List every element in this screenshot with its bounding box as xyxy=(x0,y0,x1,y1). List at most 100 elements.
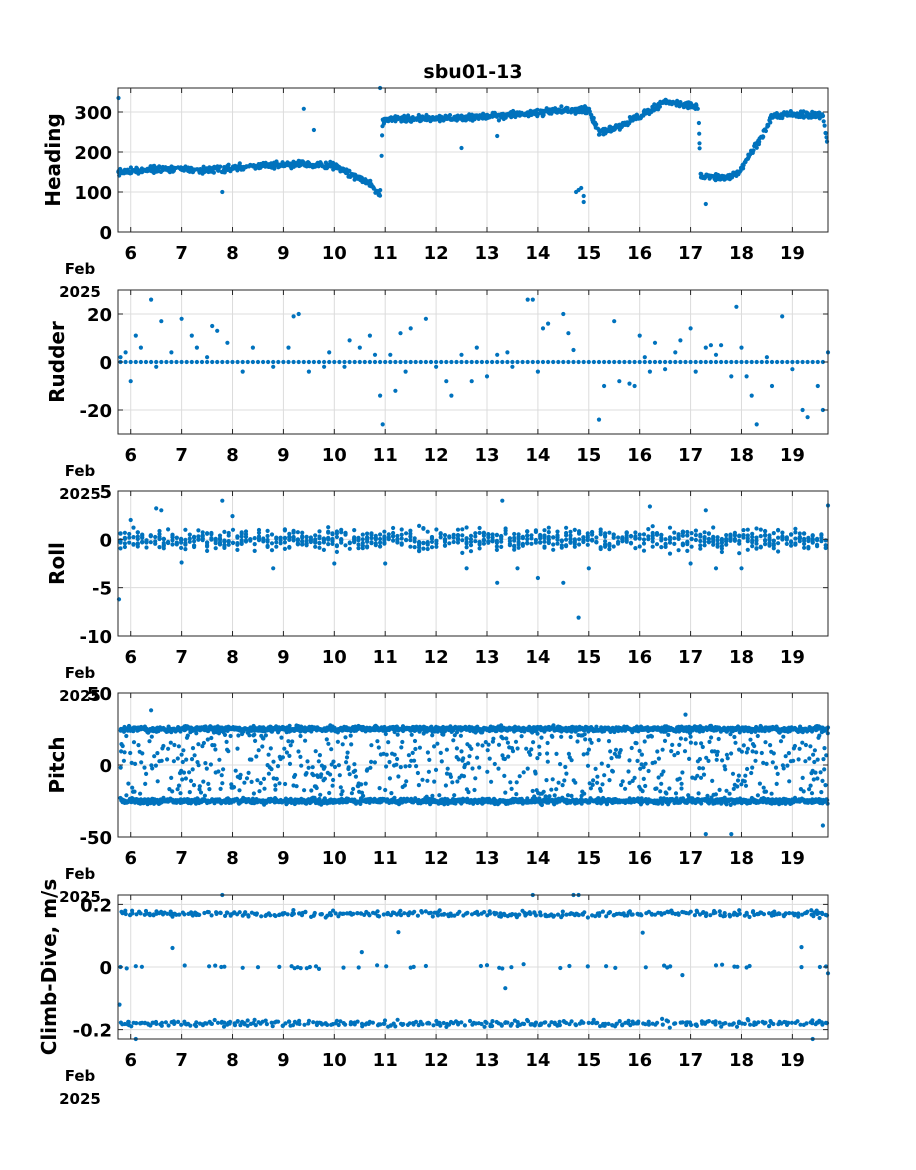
data-point xyxy=(155,751,160,756)
data-point xyxy=(252,536,257,541)
data-point xyxy=(423,359,428,365)
data-point xyxy=(135,541,140,546)
data-point xyxy=(372,359,378,365)
data-point xyxy=(208,762,213,767)
data-point xyxy=(447,541,452,546)
data-point xyxy=(205,544,210,549)
data-point xyxy=(230,540,236,545)
data-point xyxy=(663,544,668,550)
data-point xyxy=(577,537,582,542)
x-tick-label: 16 xyxy=(627,445,652,466)
data-point xyxy=(713,566,719,571)
data-point xyxy=(454,359,459,365)
data-point xyxy=(326,535,331,541)
data-point xyxy=(391,530,396,536)
data-point xyxy=(741,533,746,538)
data-point xyxy=(266,752,271,757)
data-point xyxy=(250,345,255,350)
data-point xyxy=(282,540,287,545)
data-point xyxy=(768,120,773,125)
data-point xyxy=(295,538,300,543)
data-point xyxy=(327,350,332,355)
data-point xyxy=(265,528,270,534)
data-point xyxy=(771,538,776,543)
data-point xyxy=(719,359,724,365)
figure-title: sbu01-13 xyxy=(423,61,522,83)
data-point xyxy=(583,737,588,742)
data-point xyxy=(367,333,372,338)
data-point xyxy=(732,536,738,542)
data-point xyxy=(190,767,195,772)
data-point xyxy=(194,359,199,365)
data-point xyxy=(378,359,383,365)
data-point xyxy=(693,528,699,533)
data-point xyxy=(213,541,218,546)
data-point xyxy=(561,580,566,585)
data-point xyxy=(434,538,439,544)
data-point xyxy=(147,739,152,744)
data-point xyxy=(266,359,271,365)
data-point xyxy=(189,333,194,338)
data-point xyxy=(430,733,435,738)
data-point xyxy=(327,359,332,365)
data-point xyxy=(215,328,220,333)
data-point xyxy=(154,359,159,365)
data-point xyxy=(404,779,409,784)
data-point xyxy=(624,535,629,541)
data-point xyxy=(470,766,475,771)
data-point xyxy=(672,753,677,758)
data-point xyxy=(222,544,227,549)
data-point xyxy=(174,359,179,365)
data-point xyxy=(230,527,236,532)
data-point xyxy=(304,541,309,546)
data-point xyxy=(706,540,712,545)
data-point xyxy=(793,530,798,535)
data-point xyxy=(261,776,267,782)
data-point xyxy=(673,791,679,796)
x-tick-label: 12 xyxy=(424,243,449,264)
data-point xyxy=(594,535,599,540)
data-point xyxy=(432,779,437,784)
data-point xyxy=(477,539,482,545)
data-point xyxy=(161,536,166,542)
data-point xyxy=(187,770,192,775)
data-point xyxy=(698,546,703,551)
data-point xyxy=(143,781,148,787)
data-point xyxy=(205,355,210,360)
data-point xyxy=(637,359,642,365)
data-point xyxy=(421,546,426,551)
data-point xyxy=(252,732,257,737)
data-point xyxy=(495,580,500,585)
data-point xyxy=(464,545,469,550)
data-point xyxy=(166,527,171,532)
data-point xyxy=(800,407,805,413)
data-point xyxy=(373,533,378,538)
data-point xyxy=(494,538,499,544)
data-point xyxy=(391,538,396,543)
data-point xyxy=(244,776,250,781)
data-point xyxy=(275,764,281,769)
data-point xyxy=(586,359,591,365)
data-point xyxy=(464,359,469,365)
data-point xyxy=(334,534,339,540)
data-point xyxy=(595,774,600,779)
data-point xyxy=(180,759,185,765)
data-point xyxy=(262,786,267,791)
data-point xyxy=(758,527,763,532)
data-point xyxy=(784,541,789,547)
data-point xyxy=(149,734,154,739)
data-point xyxy=(586,747,592,752)
data-point xyxy=(199,359,205,365)
data-point xyxy=(507,541,512,547)
data-point xyxy=(249,779,254,785)
data-point xyxy=(572,538,577,543)
data-point xyxy=(349,742,354,747)
data-point xyxy=(135,534,140,539)
data-point xyxy=(382,529,387,534)
data-point xyxy=(334,544,339,549)
data-point xyxy=(739,566,744,571)
panels: 6 7 8 9 10 11 12 13 14 15 16 17 18 190100200300Headin… xyxy=(37,85,831,1108)
data-point xyxy=(246,770,251,776)
data-point xyxy=(582,791,587,796)
data-point xyxy=(278,538,283,543)
